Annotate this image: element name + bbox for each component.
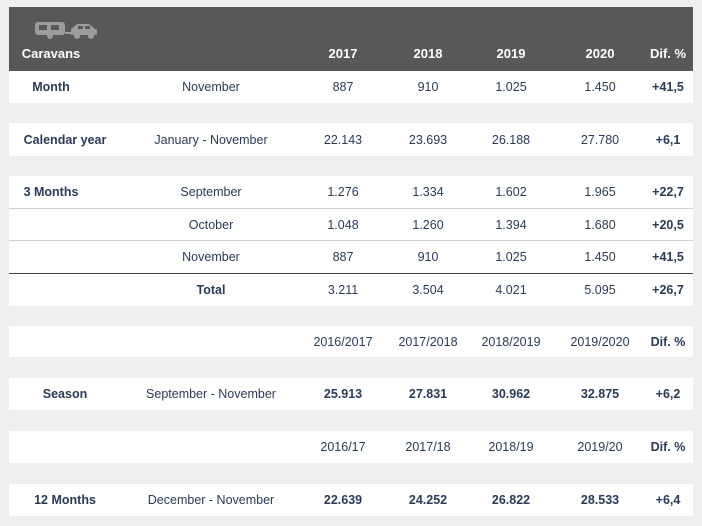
season-col: 2016/2017	[313, 334, 373, 349]
value-cell: 1.602	[495, 185, 527, 199]
row-period: November	[182, 250, 240, 264]
value-cell: 24.252	[408, 493, 448, 507]
header-col-diff: Dif. %	[649, 46, 687, 61]
value-cell: 23.693	[408, 132, 448, 147]
row-label: 3 Months	[23, 185, 79, 199]
header-col-2017: 2017	[328, 46, 358, 61]
twelve-col: 2018/19	[488, 440, 534, 454]
total-label: Total	[196, 283, 226, 297]
diff-cell: +22,7	[652, 185, 684, 199]
value-cell: 1.680	[584, 217, 616, 232]
caravan-car-icon	[35, 22, 97, 39]
row-label: Season	[42, 387, 88, 401]
value-cell: 1.965	[584, 185, 616, 199]
value-cell: 1.048	[327, 217, 359, 232]
table-row-season: Season September - November 25.913 27.83…	[9, 378, 693, 410]
table-row-3-months-september: 3 Months September 1.276 1.334 1.602 1.9…	[9, 176, 693, 208]
total-divider	[9, 273, 693, 274]
value-cell: 28.533	[580, 493, 620, 507]
value-cell: 25.913	[323, 387, 363, 401]
value-cell: 26.188	[491, 132, 531, 147]
value-cell: 887	[332, 250, 354, 264]
value-cell: 27.780	[580, 132, 620, 147]
value-cell: 1.260	[412, 217, 444, 232]
season-col-diff: Dif. %	[650, 334, 686, 349]
row-label: 12 Months	[34, 493, 96, 507]
header-col-2020: 2020	[585, 46, 615, 61]
season-col: 2019/2020	[570, 334, 630, 349]
header-col-2019: 2019	[496, 46, 526, 61]
table-row-3-months-total: Total 3.211 3.504 4.021 5.095 +26,7	[9, 274, 693, 306]
value-cell: 27.831	[408, 387, 448, 401]
row-period: October	[188, 217, 234, 232]
value-cell: 1.450	[584, 80, 616, 94]
diff-cell: +20,5	[652, 217, 684, 232]
season-col: 2017/2018	[398, 334, 458, 349]
table-row-3-months-november: November 887 910 1.025 1.450 +41,5	[9, 241, 693, 273]
header-col-2018: 2018	[413, 46, 443, 61]
value-cell: 5.095	[584, 283, 616, 297]
value-cell: 4.021	[495, 283, 527, 297]
twelve-col: 2017/18	[405, 440, 451, 454]
table-row-calendar-year: Calendar year January - November 22.143 …	[9, 123, 693, 156]
diff-cell: +41,5	[652, 80, 684, 94]
value-cell: 910	[417, 80, 439, 94]
value-cell: 1.025	[495, 250, 527, 264]
row-divider	[9, 240, 693, 241]
value-cell: 22.143	[323, 132, 363, 147]
value-cell: 3.504	[412, 283, 444, 297]
table-row-3-months-october: October 1.048 1.260 1.394 1.680 +20,5	[9, 209, 693, 240]
twelve-col: 2019/20	[577, 440, 623, 454]
twelve-months-header-row: 2016/17 2017/18 2018/19 2019/20 Dif. %	[9, 431, 693, 463]
table-header: Caravans 2017 2018 2019 2020 Dif. %	[9, 7, 693, 71]
diff-cell: +6,2	[655, 387, 681, 401]
table-row-12-months: 12 Months December - November 22.639 24.…	[9, 484, 693, 516]
row-period: September - November	[146, 387, 276, 401]
row-period: September	[180, 185, 242, 199]
value-cell: 22.639	[323, 493, 363, 507]
value-cell: 3.211	[327, 283, 359, 297]
season-col: 2018/2019	[481, 334, 541, 349]
row-label: Calendar year	[23, 132, 107, 147]
table-row-month: Month November 887 910 1.025 1.450 +41,5	[9, 71, 693, 103]
value-cell: 32.875	[580, 387, 620, 401]
diff-cell: +41,5	[652, 250, 684, 264]
value-cell: 1.276	[327, 185, 359, 199]
header-title: Caravans	[21, 46, 81, 61]
diff-cell: +6,4	[655, 493, 681, 507]
row-divider	[9, 208, 693, 209]
value-cell: 887	[332, 80, 354, 94]
value-cell: 26.822	[491, 493, 531, 507]
twelve-col: 2016/17	[320, 440, 366, 454]
row-period: November	[182, 80, 240, 94]
row-period: January - November	[154, 132, 268, 147]
value-cell: 1.450	[584, 250, 616, 264]
row-period: December - November	[147, 493, 275, 507]
season-header-row: 2016/2017 2017/2018 2018/2019 2019/2020 …	[9, 326, 693, 357]
value-cell: 910	[417, 250, 439, 264]
twelve-col-diff: Dif. %	[650, 440, 686, 454]
value-cell: 1.334	[412, 185, 444, 199]
value-cell: 30.962	[491, 387, 531, 401]
value-cell: 1.394	[495, 217, 527, 232]
diff-cell: +6,1	[655, 132, 681, 147]
diff-cell: +26,7	[652, 283, 684, 297]
row-label: Month	[32, 80, 70, 94]
value-cell: 1.025	[495, 80, 527, 94]
